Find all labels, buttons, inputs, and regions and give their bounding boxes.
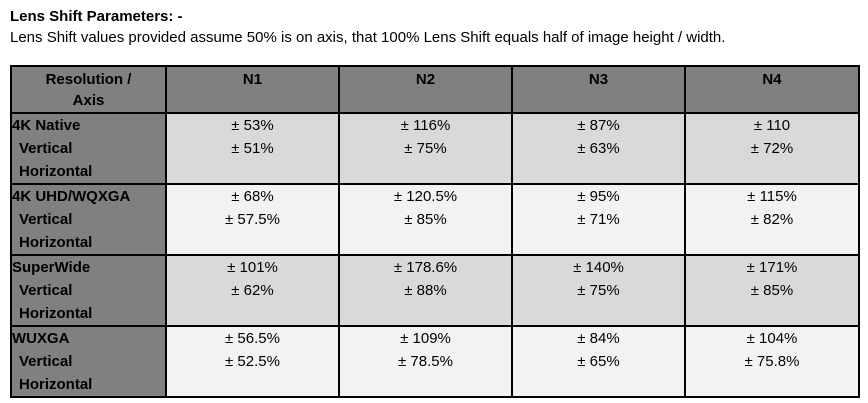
horizontal-value: ± 65%	[577, 353, 620, 370]
horizontal-value: ± 75.8%	[744, 353, 800, 370]
axis-label-horizontal: Horizontal	[19, 376, 93, 393]
col-header-n1: N1	[165, 65, 340, 114]
section-label-cell: 4K UHD/WQXGA Vertical Horizontal	[10, 183, 167, 256]
horizontal-value: ± 57.5%	[225, 211, 280, 228]
data-cell-n1: ± 68% ± 57.5%	[165, 183, 340, 256]
vertical-value: ± 140%	[573, 259, 624, 276]
section-label-cell: 4K Native Vertical Horizontal	[10, 112, 167, 185]
col-header-n2: N2	[338, 65, 513, 114]
vertical-value: ± 178.6%	[393, 259, 458, 276]
section-name: 4K UHD/WQXGA	[12, 188, 131, 205]
lens-shift-table: Resolution / Axis N1 N2 N3 N4 4K Native …	[10, 65, 860, 398]
section-name: 4K Native	[12, 117, 81, 134]
page-title: Lens Shift Parameters: -	[10, 8, 183, 25]
data-cell-n3: ± 140% ± 75%	[511, 254, 686, 327]
horizontal-value: ± 75%	[577, 282, 620, 299]
axis-label-vertical: Vertical	[19, 140, 73, 157]
section-label-cell: WUXGA Vertical Horizontal	[10, 325, 167, 398]
vertical-value: ± 110	[753, 117, 791, 134]
section-label-cell: SuperWide Vertical Horizontal	[10, 254, 167, 327]
axis-label-vertical: Vertical	[19, 282, 73, 299]
data-cell-n1: ± 56.5% ± 52.5%	[165, 325, 340, 398]
horizontal-value: ± 88%	[404, 282, 447, 299]
data-cell-n2: ± 120.5% ± 85%	[338, 183, 513, 256]
table-header-row: Resolution / Axis N1 N2 N3 N4	[10, 65, 860, 114]
horizontal-value: ± 63%	[577, 140, 620, 157]
table-row-4k-uhd-wqxga: 4K UHD/WQXGA Vertical Horizontal ± 68% ±…	[10, 183, 860, 256]
data-cell-n4: ± 171% ± 85%	[684, 254, 860, 327]
data-cell-n4: ± 110 ± 72%	[684, 112, 860, 185]
col-header-resolution-axis: Resolution / Axis	[10, 65, 167, 114]
vertical-value: ± 171%	[746, 259, 798, 276]
horizontal-value: ± 51%	[231, 140, 274, 157]
vertical-value: ± 68%	[231, 188, 274, 205]
horizontal-value: ± 52.5%	[225, 353, 280, 370]
data-cell-n4: ± 104% ± 75.8%	[684, 325, 860, 398]
axis-label-horizontal: Horizontal	[19, 305, 93, 322]
horizontal-value: ± 85%	[404, 211, 447, 228]
axis-label-vertical: Vertical	[19, 211, 73, 228]
vertical-value: ± 101%	[227, 259, 278, 276]
table-row-4k-native: 4K Native Vertical Horizontal ± 53% ± 51…	[10, 112, 860, 185]
data-cell-n2: ± 178.6% ± 88%	[338, 254, 513, 327]
section-name: SuperWide	[12, 259, 91, 276]
vertical-value: ± 56.5%	[225, 330, 280, 347]
vertical-value: ± 87%	[577, 117, 620, 134]
data-cell-n4: ± 115% ± 82%	[684, 183, 860, 256]
data-cell-n3: ± 84% ± 65%	[511, 325, 686, 398]
data-cell-n3: ± 87% ± 63%	[511, 112, 686, 185]
vertical-value: ± 104%	[746, 330, 798, 347]
col-header-resolution-line1: Resolution /	[45, 71, 132, 88]
data-cell-n1: ± 53% ± 51%	[165, 112, 340, 185]
vertical-value: ± 95%	[577, 188, 620, 205]
page-subtitle: Lens Shift values provided assume 50% is…	[10, 29, 726, 46]
col-header-n3: N3	[511, 65, 686, 114]
horizontal-value: ± 72%	[750, 140, 794, 157]
vertical-value: ± 120.5%	[393, 188, 458, 205]
horizontal-value: ± 82%	[750, 211, 794, 228]
table-row-superwide: SuperWide Vertical Horizontal ± 101% ± 6…	[10, 254, 860, 327]
axis-label-horizontal: Horizontal	[19, 234, 93, 251]
horizontal-value: ± 78.5%	[398, 353, 453, 370]
vertical-value: ± 53%	[231, 117, 274, 134]
axis-label-vertical: Vertical	[19, 353, 73, 370]
axis-label-horizontal: Horizontal	[19, 163, 93, 180]
vertical-value: ± 116%	[400, 117, 451, 134]
data-cell-n2: ± 109% ± 78.5%	[338, 325, 513, 398]
horizontal-value: ± 85%	[750, 282, 794, 299]
data-cell-n1: ± 101% ± 62%	[165, 254, 340, 327]
section-name: WUXGA	[12, 330, 70, 347]
data-cell-n3: ± 95% ± 71%	[511, 183, 686, 256]
vertical-value: ± 84%	[577, 330, 620, 347]
col-header-resolution-line2: Axis	[72, 92, 105, 109]
data-cell-n2: ± 116% ± 75%	[338, 112, 513, 185]
col-header-n4: N4	[684, 65, 860, 114]
vertical-value: ± 115%	[747, 188, 797, 205]
vertical-value: ± 109%	[400, 330, 451, 347]
table-row-wuxga: WUXGA Vertical Horizontal ± 56.5% ± 52.5…	[10, 325, 860, 398]
horizontal-value: ± 75%	[404, 140, 447, 157]
horizontal-value: ± 62%	[231, 282, 274, 299]
horizontal-value: ± 71%	[577, 211, 620, 228]
